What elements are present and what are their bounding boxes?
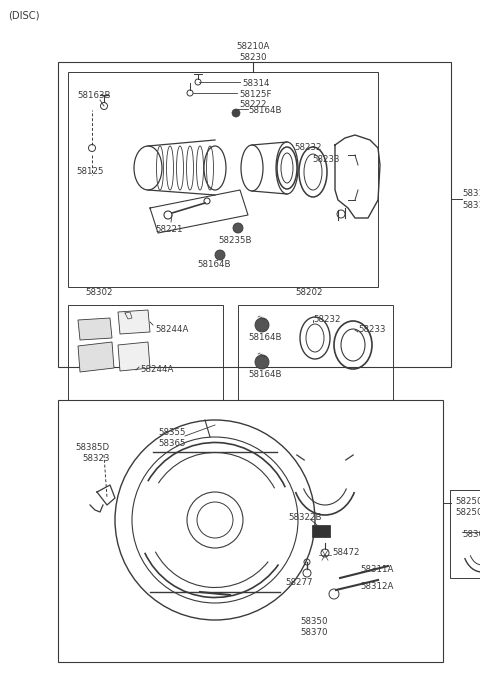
- Text: 58125: 58125: [76, 167, 104, 176]
- Circle shape: [232, 109, 240, 117]
- Bar: [68, 72, 378, 287]
- Polygon shape: [78, 318, 112, 340]
- Bar: [450, 490, 480, 578]
- Text: 58311: 58311: [462, 189, 480, 198]
- Text: 58385D: 58385D: [75, 443, 109, 452]
- Polygon shape: [118, 342, 150, 371]
- Text: 58164B: 58164B: [248, 333, 281, 342]
- Text: 58125F: 58125F: [239, 90, 272, 99]
- Text: 58232: 58232: [313, 315, 340, 324]
- Text: 58365: 58365: [158, 439, 185, 448]
- Text: 58233: 58233: [312, 155, 339, 164]
- Text: 58202: 58202: [295, 288, 323, 297]
- Text: 58302: 58302: [85, 288, 112, 297]
- Text: 58350: 58350: [300, 617, 327, 626]
- Text: 58323: 58323: [82, 454, 109, 463]
- Text: 58250D: 58250D: [455, 497, 480, 506]
- Text: 58210A: 58210A: [236, 42, 270, 51]
- Polygon shape: [312, 525, 330, 537]
- Text: 58230: 58230: [239, 53, 267, 62]
- Text: 58164B: 58164B: [248, 370, 281, 379]
- Bar: [58, 400, 443, 662]
- Text: 58312A: 58312A: [360, 582, 394, 591]
- Text: 58164B: 58164B: [197, 260, 230, 269]
- Text: 58235B: 58235B: [218, 236, 252, 245]
- Text: 58322B: 58322B: [288, 513, 322, 522]
- Text: 58221: 58221: [155, 225, 182, 234]
- Circle shape: [255, 355, 269, 369]
- Text: 58222: 58222: [239, 100, 266, 109]
- Text: 58305B: 58305B: [462, 530, 480, 539]
- Text: 58244A: 58244A: [155, 325, 188, 334]
- Circle shape: [233, 223, 243, 233]
- Text: 58277: 58277: [285, 578, 312, 587]
- Polygon shape: [118, 310, 150, 334]
- Bar: [238, 305, 393, 400]
- Text: 58355: 58355: [158, 428, 185, 437]
- Text: 58233: 58233: [358, 325, 385, 334]
- Text: 58232: 58232: [294, 143, 322, 152]
- Text: 58250R: 58250R: [455, 508, 480, 517]
- Circle shape: [215, 250, 225, 260]
- Text: (DISC): (DISC): [8, 10, 39, 20]
- Text: 58163B: 58163B: [77, 91, 110, 100]
- Text: 58164B: 58164B: [248, 106, 281, 115]
- Text: 58244A: 58244A: [140, 365, 173, 374]
- Text: 58370: 58370: [300, 628, 327, 637]
- Text: 58314: 58314: [242, 79, 269, 88]
- Bar: [68, 305, 223, 400]
- Circle shape: [255, 318, 269, 332]
- Text: 58472: 58472: [332, 548, 360, 557]
- Polygon shape: [78, 342, 114, 372]
- Bar: [58, 62, 451, 367]
- Text: 58310A: 58310A: [462, 200, 480, 209]
- Text: 58311A: 58311A: [360, 565, 394, 574]
